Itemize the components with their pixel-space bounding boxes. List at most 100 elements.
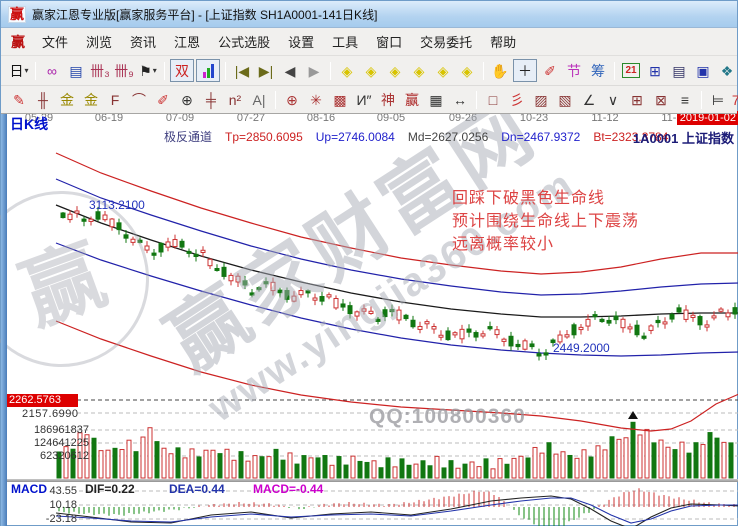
wave-count-icon[interactable]: И″: [356, 91, 372, 108]
band-tool-icon[interactable]: ∞: [47, 62, 57, 79]
festival-marker-icon[interactable]: 节: [567, 62, 581, 79]
toolbar-separator: [275, 90, 276, 109]
menu-item-6[interactable]: 工具: [332, 35, 359, 50]
toolbar-separator: [164, 61, 165, 80]
yingjia-mark-icon[interactable]: 赢: [405, 91, 419, 108]
angle-line-icon[interactable]: ∠: [582, 91, 596, 108]
calendar-icon[interactable]: 21: [620, 60, 642, 81]
toolbar-separator: [701, 90, 702, 109]
menu-item-1[interactable]: 浏览: [86, 35, 113, 50]
date-tick-5: 09-05: [376, 112, 406, 124]
diamond-right-icon[interactable]: ◈: [365, 62, 377, 79]
info-note-icon[interactable]: ▤: [69, 62, 83, 79]
ruler-grid-icon[interactable]: ╪: [206, 91, 216, 108]
arc-tool-icon[interactable]: ⌒: [132, 91, 146, 108]
menu-item-5[interactable]: 设置: [288, 35, 315, 50]
menu-item-7[interactable]: 窗口: [376, 35, 403, 50]
pen-knife-icon[interactable]: ✐: [544, 62, 556, 79]
parallel-lines-icon[interactable]: ≡: [680, 91, 690, 108]
macd-dif-value: DIF=0.22: [85, 482, 135, 496]
brush-tool-icon[interactable]: ✎: [13, 91, 25, 108]
dense-grid-icon[interactable]: ▦: [429, 91, 443, 108]
check-line-icon[interactable]: ∨: [607, 91, 619, 108]
marker-pen-icon[interactable]: ✐: [157, 91, 169, 108]
gann-target-icon[interactable]: ⊕: [286, 91, 298, 108]
rect-select-icon[interactable]: □: [488, 91, 498, 108]
period-selector-icon[interactable]: 日 ▾: [9, 62, 29, 79]
pane-splitter[interactable]: [7, 479, 738, 482]
channel-value-1: Up=2746.0084: [315, 130, 395, 144]
chart-9min-icon[interactable]: 卌₉: [114, 62, 134, 79]
menu-item-4[interactable]: 公式选股: [218, 35, 271, 50]
volume-scale-0: 186961837: [33, 424, 89, 436]
app-logo-icon: 赢: [8, 5, 26, 23]
menu-item-3[interactable]: 江恩: [174, 35, 201, 50]
chart-canvas[interactable]: [1, 111, 738, 526]
date-tick-7: 10-23: [519, 112, 549, 124]
date-tick-0: 05-29: [24, 112, 54, 124]
percent-change-icon[interactable]: 7%: [731, 91, 738, 108]
low-price-annotation: 2449.2000: [553, 341, 610, 355]
last-page-icon[interactable]: ▶|: [258, 62, 274, 79]
chart-panel[interactable]: 赢 赢家财富网 www.yingjia360.com QQ:100800360 …: [0, 84, 738, 526]
symbol-label[interactable]: 1A0001 上证指数: [632, 131, 734, 146]
hand-pan-icon[interactable]: ✋: [491, 62, 509, 79]
n-square-icon[interactable]: n²: [228, 91, 242, 108]
golden-channel-icon[interactable]: 金: [84, 91, 98, 108]
golden-section-icon[interactable]: 金: [60, 91, 74, 108]
gann-wheel-icon[interactable]: ✳: [310, 91, 322, 108]
gann-band-icon[interactable]: 双: [170, 59, 194, 82]
chip-distribution-icon[interactable]: 筹: [591, 62, 605, 79]
first-page-icon[interactable]: |◀: [234, 62, 250, 79]
toolbar-separator: [476, 90, 477, 109]
diamond-expand-icon[interactable]: ◈: [413, 62, 425, 79]
fibonacci-icon[interactable]: F: [110, 91, 120, 108]
menu-item-9[interactable]: 帮助: [490, 35, 517, 50]
channel-value-4: Bt=2323.3784: [593, 130, 669, 144]
chart-3min-icon[interactable]: 卌₃: [90, 62, 110, 79]
date-tick-2: 07-09: [165, 112, 195, 124]
shade-fan-icon[interactable]: ▧: [558, 91, 572, 108]
macd-tick-2: -23.18: [45, 513, 77, 525]
text-note-icon[interactable]: A|: [252, 91, 266, 108]
high-price-annotation: 3113.2100: [89, 198, 145, 212]
gann-shen-icon[interactable]: 神: [381, 91, 395, 108]
menu-item-8[interactable]: 交易委托: [420, 35, 473, 50]
ray-fan-icon[interactable]: 彡: [510, 91, 524, 108]
period-label[interactable]: 日K线: [10, 116, 49, 132]
title-bar[interactable]: 赢 赢家江恩专业版[赢家服务平台] - [上证指数 SH1A0001-141日K…: [1, 1, 737, 28]
grid-box-icon[interactable]: ⊠: [655, 91, 667, 108]
grid-plus-icon[interactable]: ⊞: [631, 91, 643, 108]
menu-item-2[interactable]: 资讯: [130, 35, 157, 50]
macd-pane-title[interactable]: MACD: [11, 482, 47, 496]
next-bar-icon[interactable]: ▶: [308, 62, 320, 79]
diamond-zoomin-icon[interactable]: ◈: [437, 62, 449, 79]
macd-dea-value: DEA=0.44: [169, 482, 225, 496]
diamond-compress-icon[interactable]: ◈: [389, 62, 401, 79]
date-tick-8: 11-12: [591, 112, 619, 124]
gann-line-icon[interactable]: ╫: [38, 91, 48, 108]
commentary-line-3: 远离概率较小: [452, 236, 555, 253]
toolbar-separator: [483, 61, 484, 80]
gann-box-icon[interactable]: ▩: [333, 91, 347, 108]
export-icon[interactable]: ❖: [720, 62, 734, 79]
diamond-left-icon[interactable]: ◈: [341, 62, 353, 79]
box-fan-icon[interactable]: ▨: [534, 91, 548, 108]
price-marker-badge: 2262.5763: [7, 394, 78, 407]
mdi-child-icon: 赢: [11, 33, 25, 50]
save-icon[interactable]: ▣: [696, 62, 710, 79]
calculator-icon[interactable]: ⊞: [649, 62, 661, 79]
price-ladder-icon[interactable]: ⊨: [711, 91, 725, 108]
cycle-circle-icon[interactable]: ⊕: [181, 91, 193, 108]
prev-bar-icon[interactable]: ◀: [284, 62, 296, 79]
flag-marker-icon[interactable]: ⚑ ▾: [139, 62, 157, 79]
menu-item-0[interactable]: 文件: [42, 35, 69, 50]
diamond-zoomout-icon[interactable]: ◈: [461, 62, 473, 79]
crosshair-icon[interactable]: ＋: [513, 59, 537, 82]
quote-list-icon[interactable]: ▤: [672, 62, 686, 79]
chart-style-icon[interactable]: [196, 59, 220, 82]
channel-value-3: Dn=2467.9372: [501, 130, 581, 144]
indicator-values: Tp=2850.6095 Up=2746.0084 Md=2627.0256 Dn=2…: [225, 130, 681, 144]
width-measure-icon[interactable]: ↔: [453, 91, 467, 108]
indicator-name[interactable]: 极反通道: [164, 130, 213, 144]
